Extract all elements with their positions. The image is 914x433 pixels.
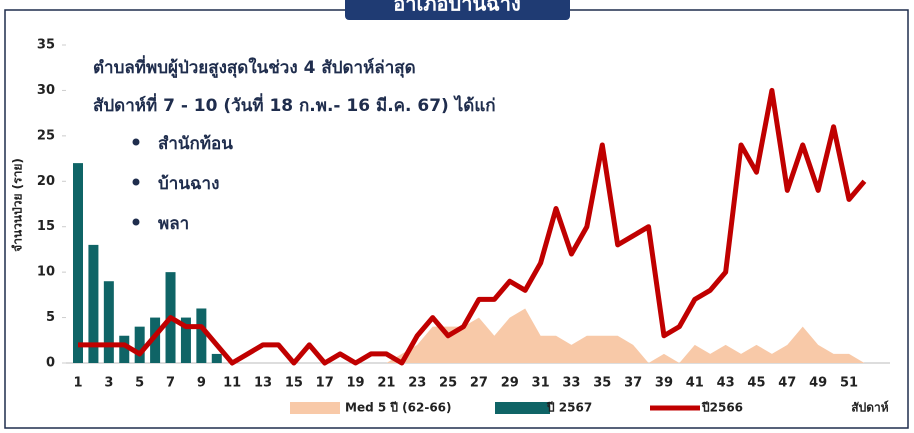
y-tick-label: 15	[37, 219, 55, 234]
bar	[103, 281, 114, 363]
y-tick-label: 20	[37, 174, 55, 189]
x-tick-label: 21	[377, 376, 395, 391]
bar	[180, 317, 191, 363]
bullet-dot	[132, 178, 140, 186]
x-tick-label: 29	[501, 376, 519, 391]
y-tick-label: 25	[37, 128, 55, 143]
y-axis-label: จำนวนป่วย (ราย)	[11, 158, 25, 252]
area	[78, 308, 865, 363]
bar	[196, 308, 207, 363]
bar	[88, 244, 99, 363]
bullet-dot	[132, 138, 140, 146]
y-tick-label: 35	[37, 38, 55, 53]
x-tick-label: 39	[655, 376, 673, 391]
x-tick-label: 15	[285, 376, 303, 391]
x-tick-label: 19	[347, 376, 365, 391]
title-box	[345, 0, 570, 20]
x-tick-label: 37	[624, 376, 642, 391]
bar	[211, 353, 222, 363]
legend-label: ปี2566	[701, 401, 743, 415]
bar	[134, 326, 145, 363]
x-tick-label: 51	[840, 376, 858, 391]
bullet-dot	[132, 218, 140, 226]
x-tick-label: 27	[470, 376, 488, 391]
line	[78, 87, 867, 366]
x-tick-label: 25	[439, 376, 457, 391]
x-tick-label: 1	[73, 376, 82, 391]
legend-label: Med 5 ปี (62-66)	[345, 401, 452, 415]
legend-label: ปี 2567	[546, 401, 592, 415]
x-tick-label: 7	[166, 376, 175, 391]
y-tick-label: 5	[46, 310, 55, 325]
bullet-text: สำนักท้อน	[158, 134, 233, 154]
bar	[119, 335, 130, 363]
x-tick-label: 33	[562, 376, 580, 391]
x-tick-label: 17	[316, 376, 334, 391]
x-tick-label: 5	[135, 376, 144, 391]
x-tick-label: 49	[809, 376, 827, 391]
annotation: ตำบลที่พบผู้ป่วยสูงสุดในช่วง 4 สัปดาห์ล่…	[93, 55, 416, 79]
x-tick-label: 13	[254, 376, 272, 391]
legend-swatch	[290, 402, 340, 414]
x-tick-label: 31	[532, 376, 550, 391]
x-tick-label: 3	[104, 376, 113, 391]
x-tick-label: 9	[197, 376, 206, 391]
x-tick-label: 47	[778, 376, 796, 391]
y-tick-label: 10	[37, 265, 55, 280]
x-tick-label: 23	[408, 376, 426, 391]
annotation: สัปดาห์ที่ 7 - 10 (วันที่ 18 ก.พ.- 16 มี…	[93, 93, 496, 116]
x-tick-label: 35	[593, 376, 611, 391]
y-tick-label: 30	[37, 83, 55, 98]
x-tick-label: 45	[747, 376, 765, 391]
x-tick-label: 41	[686, 376, 704, 391]
x-tick-label: 11	[223, 376, 241, 391]
chart-title: อำเภอบ้านฉาง	[393, 0, 521, 16]
x-axis-label: สัปดาห์	[851, 401, 888, 415]
bullet-text: พลา	[158, 214, 189, 234]
legend-swatch	[495, 402, 550, 414]
bar	[73, 163, 83, 363]
bullet-text: บ้านฉาง	[158, 174, 219, 194]
bar	[150, 317, 161, 363]
x-tick-label: 43	[717, 376, 735, 391]
y-tick-label: 0	[46, 356, 55, 371]
